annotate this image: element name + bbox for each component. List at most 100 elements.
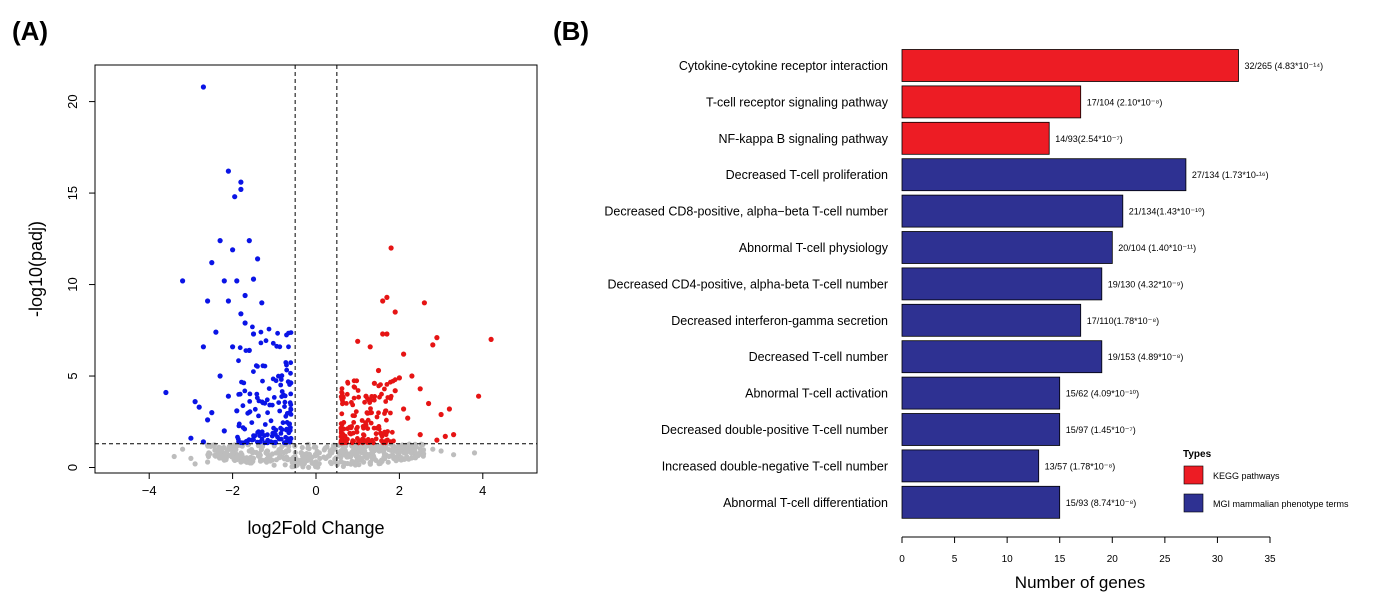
point-down: [244, 438, 250, 444]
point-up: [388, 396, 393, 401]
category-label: Abnormal T-cell activation: [745, 387, 888, 401]
point-down: [265, 410, 270, 416]
point-up: [384, 331, 390, 337]
bar-x-axis: 0 5 10 15 20 25 30 35: [899, 537, 1276, 565]
point-ns: [352, 445, 358, 451]
point-up: [376, 410, 381, 416]
x-tick-label: 25: [1159, 554, 1171, 565]
y-tick-label: 20: [65, 94, 80, 108]
point-down: [242, 320, 248, 326]
point-down: [236, 421, 242, 427]
point-down: [242, 292, 248, 299]
point-down: [236, 392, 242, 397]
category-label: Decreased CD8-positive, alpha−beta T-cel…: [604, 205, 888, 219]
point-ns: [341, 460, 348, 466]
y-tick-label: 15: [65, 186, 80, 200]
point-down: [240, 425, 246, 430]
point-down: [209, 260, 215, 266]
bar-value-label: 15/97 (1.45*10⁻⁷): [1066, 425, 1136, 435]
point-ns: [271, 462, 277, 468]
point-up: [367, 344, 373, 350]
point-up: [339, 386, 345, 391]
category-label: Decreased CD4-positive, alpha-beta T-cel…: [608, 277, 888, 291]
point-down: [247, 391, 253, 397]
point-ns: [305, 441, 311, 447]
volcano-plot-frame: [94, 64, 538, 474]
point-ns: [392, 456, 398, 462]
point-down: [282, 399, 288, 405]
point-down: [253, 363, 259, 369]
point-down: [276, 436, 282, 442]
point-ns: [171, 453, 177, 460]
bar: [901, 85, 1082, 119]
point-down: [288, 370, 293, 376]
point-ns: [376, 448, 382, 454]
point-up: [365, 426, 371, 431]
x-tick-label: −2: [225, 483, 240, 498]
point-ns: [256, 451, 263, 457]
point-up: [383, 399, 389, 404]
bar-value-label: 13/57 (1.78*10⁻⁸): [1045, 461, 1116, 471]
bar-rows: Cytokine-cytokine receptor interaction 32…: [604, 49, 1323, 519]
point-up: [380, 298, 386, 304]
panel-label-b: (B): [553, 16, 589, 46]
bar: [901, 267, 1103, 301]
point-ns: [408, 455, 415, 461]
bar-value-label: 17/104 (2.10*10⁻⁸): [1087, 97, 1163, 107]
point-down: [180, 278, 186, 284]
point-down: [234, 278, 240, 284]
point-up: [340, 401, 345, 407]
point-ns: [212, 447, 218, 453]
point-ns: [226, 444, 232, 450]
point-ns: [471, 450, 478, 456]
point-up: [362, 439, 367, 444]
point-down: [221, 278, 227, 284]
category-label: Decreased interferon-gamma secretion: [671, 314, 888, 328]
point-up: [341, 420, 347, 425]
legend-swatch-mgi: [1183, 493, 1204, 513]
point-up: [388, 439, 394, 445]
volcano-y-axis: 0 5 10 15 20: [65, 94, 95, 471]
x-tick-label: 35: [1264, 554, 1276, 565]
point-up: [438, 411, 444, 418]
point-ns: [250, 455, 257, 461]
point-up: [405, 415, 411, 421]
threshold-lines: [95, 65, 537, 473]
point-up: [442, 433, 448, 439]
y-tick-label: 0: [65, 464, 80, 471]
x-tick-label: 30: [1212, 554, 1224, 565]
point-down: [271, 440, 276, 445]
point-up: [353, 409, 359, 414]
point-ns: [248, 460, 254, 466]
point-up: [376, 383, 382, 389]
point-down: [256, 398, 262, 404]
point-ns: [299, 444, 305, 451]
point-ns: [415, 453, 421, 459]
point-ns: [390, 443, 396, 449]
point-ns: [408, 446, 414, 452]
enrichment-bar-chart: Cytokine-cytokine receptor interaction 32…: [604, 49, 1349, 592]
point-ns: [317, 455, 323, 462]
point-ns: [313, 459, 319, 465]
point-up: [384, 294, 390, 300]
point-ns: [420, 453, 426, 459]
x-tick-label: 4: [479, 483, 486, 498]
point-down: [259, 300, 265, 306]
point-ns: [315, 464, 321, 470]
point-down: [279, 389, 285, 394]
point-up: [376, 424, 382, 429]
point-up: [371, 425, 377, 431]
volcano-y-axis-title: -log10(padj): [26, 221, 46, 317]
point-up: [372, 394, 378, 399]
point-down: [234, 408, 240, 414]
point-ns: [438, 448, 444, 454]
point-down: [283, 413, 289, 419]
point-up: [371, 397, 377, 403]
point-up: [367, 410, 373, 416]
point-down: [221, 428, 227, 434]
point-up: [373, 431, 379, 437]
point-up: [338, 426, 344, 432]
point-down: [271, 395, 277, 400]
point-down: [251, 369, 256, 374]
point-up: [356, 394, 361, 400]
